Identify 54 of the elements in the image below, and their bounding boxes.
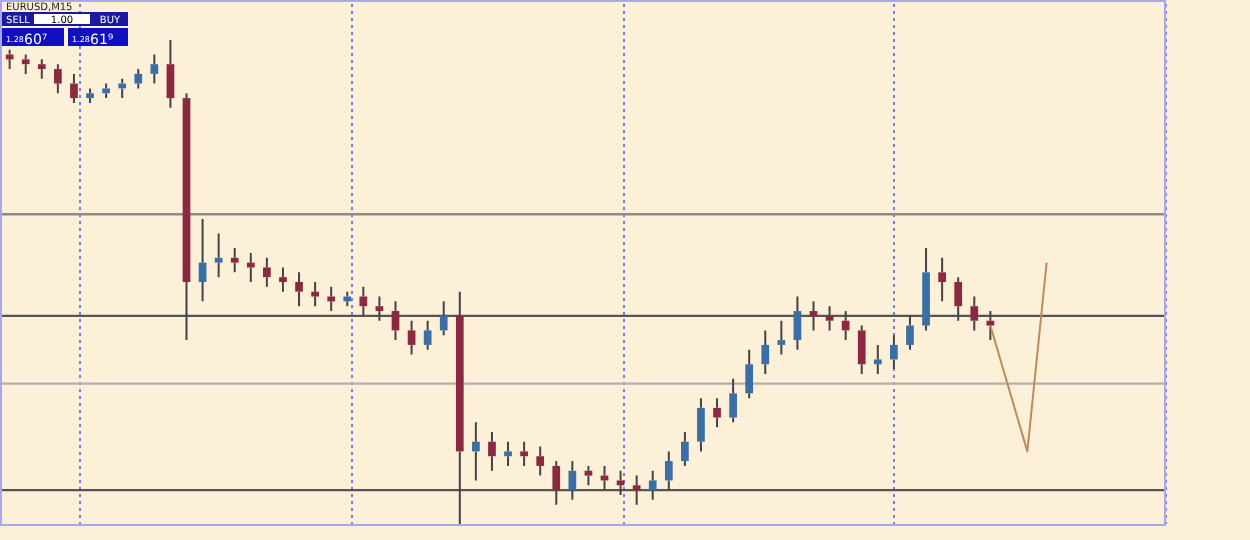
- candlestick: [552, 460, 561, 506]
- candlestick: [793, 295, 802, 351]
- candlestick: [214, 232, 223, 279]
- candlestick: [21, 53, 30, 75]
- candlestick: [761, 329, 770, 375]
- candlestick: [54, 63, 62, 95]
- candlestick: [37, 58, 46, 80]
- candlestick: [857, 324, 866, 375]
- candlestick: [86, 87, 94, 104]
- candlestick: [102, 82, 110, 100]
- candlestick: [809, 300, 818, 332]
- candlestick: [841, 310, 850, 342]
- candlestick: [70, 72, 78, 104]
- candlestick: [777, 319, 786, 356]
- candlestick: [986, 310, 995, 342]
- candlestick: [632, 474, 641, 506]
- candlestick: [729, 377, 737, 424]
- candlestick: [906, 314, 914, 351]
- candlestick: [263, 256, 271, 288]
- candlestick: [407, 319, 416, 356]
- candlestick: [472, 421, 480, 482]
- candlestick: [182, 92, 191, 342]
- candlestick: [295, 271, 303, 308]
- candlestick: [520, 440, 528, 467]
- candlestick: [134, 68, 143, 90]
- candlestick: [439, 300, 448, 337]
- candlestick: [359, 285, 368, 317]
- candlestick: [697, 397, 705, 453]
- candlestick: [279, 266, 287, 293]
- candlestick: [568, 460, 577, 501]
- candlestick: [616, 469, 625, 496]
- candlestick: [713, 397, 721, 429]
- candlestick: [873, 343, 882, 375]
- candlestick: [745, 348, 754, 400]
- candlestick: [970, 295, 979, 332]
- candlestick: [311, 281, 319, 308]
- candlestick: [938, 256, 946, 303]
- candlestick: [825, 305, 834, 332]
- candlestick: [890, 334, 898, 371]
- candlestick: [664, 450, 673, 492]
- candlestick: [504, 440, 512, 467]
- candlestick: [536, 445, 545, 477]
- candlestick: [423, 319, 432, 351]
- candlestick: [455, 290, 464, 525]
- candlestick: [648, 469, 657, 501]
- candlestick: [488, 431, 496, 472]
- candlestick: [681, 431, 689, 467]
- candlestick: [230, 247, 239, 274]
- candlestick: [584, 464, 593, 487]
- candlestick: [375, 295, 384, 322]
- candlestick: [150, 53, 159, 85]
- candlestick: [922, 247, 930, 332]
- candlestick: [954, 276, 963, 322]
- candlestick: [166, 39, 175, 109]
